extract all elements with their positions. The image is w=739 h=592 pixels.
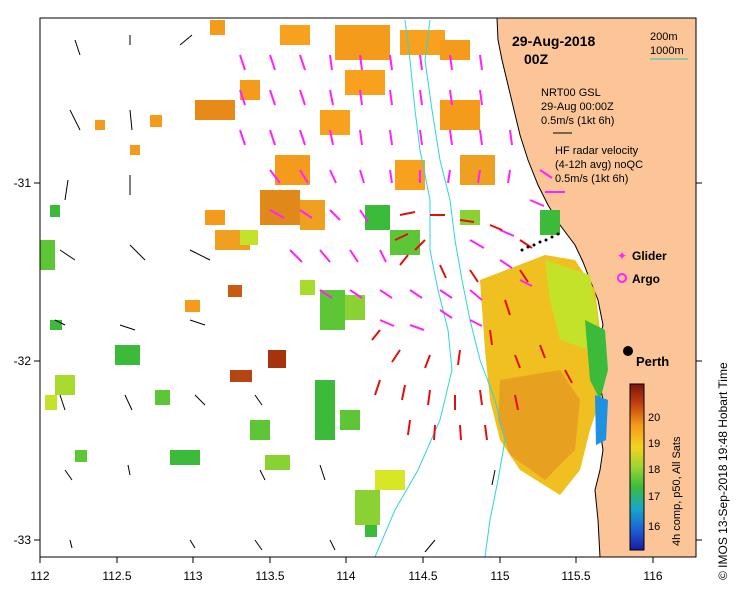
bathy-contour-1000m bbox=[374, 19, 453, 557]
x-tick-label: 115 bbox=[490, 569, 509, 583]
nrt-title: NRT00 GSL bbox=[541, 87, 601, 99]
eddy-velocity-arrows bbox=[371, 211, 573, 441]
x-tick-label: 116 bbox=[643, 569, 662, 583]
x-tick-label: 112 bbox=[30, 569, 49, 583]
glider-key-marker: ✦ bbox=[617, 249, 627, 263]
x-tick-label: 114.5 bbox=[408, 569, 437, 583]
hf-title: HF radar velocity bbox=[555, 145, 639, 157]
map-area: Perth 29-Aug-2018 00Z 200m 1000m NRT00 G… bbox=[40, 18, 696, 557]
colorbar bbox=[629, 383, 645, 551]
x-axis: 112 112.5 113 113.5 114 114.5 115 115.5 … bbox=[30, 557, 663, 583]
colorbar-ticks: 20 19 18 17 16 bbox=[648, 412, 660, 533]
colorbar-tick: 20 bbox=[648, 412, 660, 424]
glider-key-label: Glider bbox=[632, 249, 667, 263]
date-title: 29-Aug-2018 bbox=[512, 33, 595, 49]
colorbar-tick: 19 bbox=[648, 438, 660, 450]
nrt-scale: 0.5m/s (1kt 6h) bbox=[541, 115, 614, 127]
x-tick-label: 113.5 bbox=[255, 569, 284, 583]
bathy-contour-200m bbox=[424, 19, 506, 557]
plot-frame bbox=[39, 17, 697, 558]
time-title: 00Z bbox=[524, 51, 549, 67]
perth-label: Perth bbox=[636, 354, 669, 369]
y-tick-label: -32 bbox=[14, 354, 32, 368]
argo-key-label: Argo bbox=[632, 272, 660, 286]
sst-patches bbox=[40, 20, 560, 537]
hf-scale: 0.5m/s (1kt 6h) bbox=[555, 173, 628, 185]
radar-velocity-arrows bbox=[239, 54, 553, 331]
y-tick-label: -31 bbox=[14, 176, 32, 190]
credit-text: © IMOS 13-Sep-2018 19:48 Hobart Time bbox=[716, 362, 730, 580]
model-velocity-arrows bbox=[54, 34, 496, 553]
hf-subtitle: (4-12h avg) noQC bbox=[555, 159, 643, 171]
x-tick-label: 114 bbox=[336, 569, 355, 583]
scale-200-label: 200m bbox=[650, 31, 678, 43]
glider-track bbox=[520, 232, 560, 252]
argo-key-marker bbox=[617, 273, 627, 283]
x-tick-label: 113 bbox=[183, 569, 202, 583]
colorbar-tick: 16 bbox=[648, 521, 660, 533]
x-tick-label: 112.5 bbox=[102, 569, 131, 583]
land-area bbox=[496, 18, 696, 557]
scale-1000-label: 1000m bbox=[650, 45, 684, 57]
x-tick-label: 115.5 bbox=[561, 569, 590, 583]
perth-marker bbox=[623, 346, 633, 356]
nrt-time: 29-Aug 00:00Z bbox=[541, 101, 614, 113]
colorbar-tick: 18 bbox=[648, 464, 660, 476]
y-axis: -31 -32 -33 bbox=[14, 176, 702, 547]
colorbar-label: 4h comp, p50, All Sats bbox=[671, 436, 683, 546]
colorbar-tick: 17 bbox=[648, 491, 660, 503]
y-tick-label: -33 bbox=[14, 533, 32, 547]
